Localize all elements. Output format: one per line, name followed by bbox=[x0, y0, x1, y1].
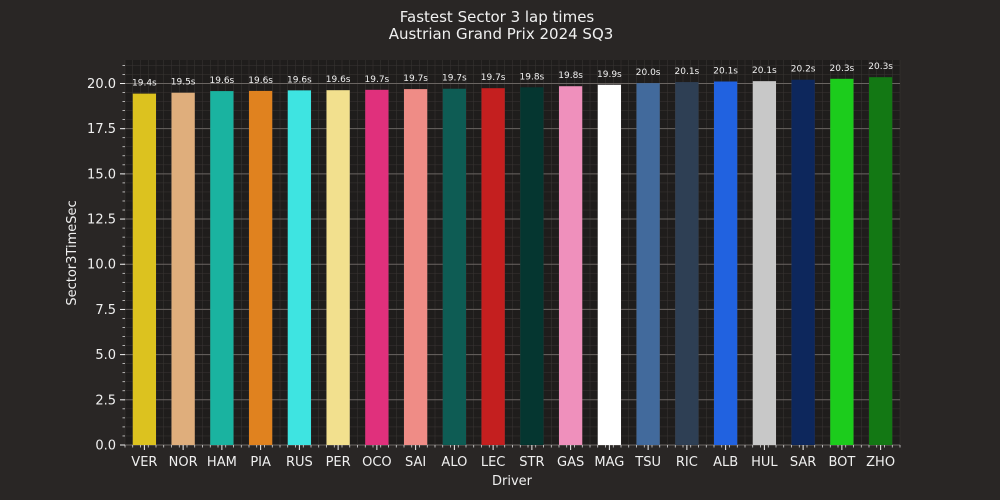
bar-bot bbox=[830, 78, 854, 445]
bar-ver bbox=[132, 93, 156, 445]
x-tick-label-ham: HAM bbox=[207, 455, 237, 470]
bar-rus bbox=[287, 90, 311, 445]
data-label-zho: 20.3s bbox=[868, 62, 893, 72]
y-tick-label: 12.5 bbox=[87, 213, 116, 228]
bar-ric bbox=[675, 82, 699, 446]
bar-pia bbox=[249, 90, 273, 445]
data-label-nor: 19.5s bbox=[171, 78, 196, 88]
x-tick-label-lec: LEC bbox=[481, 455, 506, 470]
x-tick-label-gas: GAS bbox=[557, 455, 584, 470]
data-label-rus: 19.6s bbox=[287, 75, 312, 85]
x-tick-label-zho: ZHO bbox=[866, 455, 895, 470]
bar-zho bbox=[869, 77, 893, 446]
bar-nor bbox=[171, 92, 195, 445]
y-axis: 0.0 2.5 5.0 7.5 10.0 12.5 15.0 17.5 20.0 bbox=[87, 65, 125, 454]
x-tick-label-per: PER bbox=[326, 455, 351, 470]
data-label-sar: 20.2s bbox=[791, 65, 816, 75]
y-tick-label: 20.0 bbox=[87, 77, 116, 92]
bars bbox=[132, 77, 893, 446]
x-tick-label-mag: MAG bbox=[594, 455, 624, 470]
bar-sar bbox=[791, 79, 815, 446]
x-axis: VER NOR HAM PIA RUS PER OCO SAI ALO LEC STR GAS MAG T… bbox=[124, 445, 901, 470]
x-tick-label-str: STR bbox=[519, 455, 544, 470]
data-label-bot: 20.3s bbox=[830, 64, 855, 74]
data-label-ric: 20.1s bbox=[675, 67, 700, 77]
bar-str bbox=[520, 87, 544, 445]
bar-alo bbox=[442, 88, 466, 445]
bar-hul bbox=[752, 81, 776, 445]
data-label-pia: 19.6s bbox=[248, 76, 273, 86]
y-tick-label: 2.5 bbox=[95, 393, 116, 408]
x-tick-label-sai: SAI bbox=[405, 455, 426, 470]
data-label-sai: 19.7s bbox=[403, 74, 428, 84]
data-label-hul: 20.1s bbox=[752, 66, 777, 76]
data-label-ham: 19.6s bbox=[210, 76, 235, 86]
x-tick-label-nor: NOR bbox=[169, 455, 198, 470]
y-tick-label: 10.0 bbox=[87, 258, 116, 273]
data-label-str: 19.8s bbox=[520, 72, 545, 82]
y-tick-label: 17.5 bbox=[87, 122, 116, 137]
bar-sai bbox=[404, 89, 428, 445]
bar-per bbox=[326, 90, 350, 445]
grid bbox=[124, 60, 901, 446]
data-labels: 19.4s 19.5s 19.6s 19.6s 19.6s 19.6s 19.7s 19.7s… bbox=[132, 62, 893, 88]
bar-oco bbox=[365, 89, 389, 445]
x-tick-label-sar: SAR bbox=[790, 455, 816, 470]
x-tick-label-alo: ALO bbox=[441, 455, 467, 470]
x-axis-label: Driver bbox=[492, 474, 533, 489]
x-tick-label-oco: OCO bbox=[362, 455, 392, 470]
bar-lec bbox=[481, 88, 505, 446]
x-tick-label-bot: BOT bbox=[828, 455, 855, 470]
data-label-tsu: 20.0s bbox=[636, 68, 661, 78]
y-tick-label: 5.0 bbox=[95, 348, 116, 363]
data-label-alo: 19.7s bbox=[442, 74, 467, 84]
data-label-per: 19.6s bbox=[326, 75, 351, 85]
x-tick-label-hul: HUL bbox=[751, 455, 778, 470]
data-label-oco: 19.7s bbox=[365, 75, 390, 85]
x-tick-label-pia: PIA bbox=[250, 455, 271, 470]
x-tick-label-rus: RUS bbox=[286, 455, 313, 470]
x-tick-label-ric: RIC bbox=[676, 455, 698, 470]
data-label-mag: 19.9s bbox=[597, 70, 622, 80]
x-tick-label-ver: VER bbox=[131, 455, 157, 470]
y-axis-label: Sector3TimeSec bbox=[65, 200, 80, 305]
chart-subtitle: Austrian Grand Prix 2024 SQ3 bbox=[389, 25, 614, 43]
bar-alb bbox=[714, 81, 738, 445]
data-label-gas: 19.8s bbox=[558, 71, 583, 81]
bar-mag bbox=[597, 84, 621, 445]
x-tick-label-alb: ALB bbox=[713, 455, 738, 470]
bar-tsu bbox=[636, 83, 660, 446]
y-tick-label: 0.0 bbox=[95, 439, 116, 454]
bar-gas bbox=[559, 86, 583, 445]
y-tick-label: 15.0 bbox=[87, 167, 116, 182]
chart-title: Fastest Sector 3 lap times bbox=[400, 8, 595, 26]
data-label-lec: 19.7s bbox=[481, 73, 506, 83]
data-label-alb: 20.1s bbox=[713, 67, 738, 77]
y-tick-label: 7.5 bbox=[95, 303, 116, 318]
data-label-ver: 19.4s bbox=[132, 79, 157, 89]
bar-ham bbox=[210, 91, 234, 445]
x-tick-label-tsu: TSU bbox=[634, 455, 661, 470]
